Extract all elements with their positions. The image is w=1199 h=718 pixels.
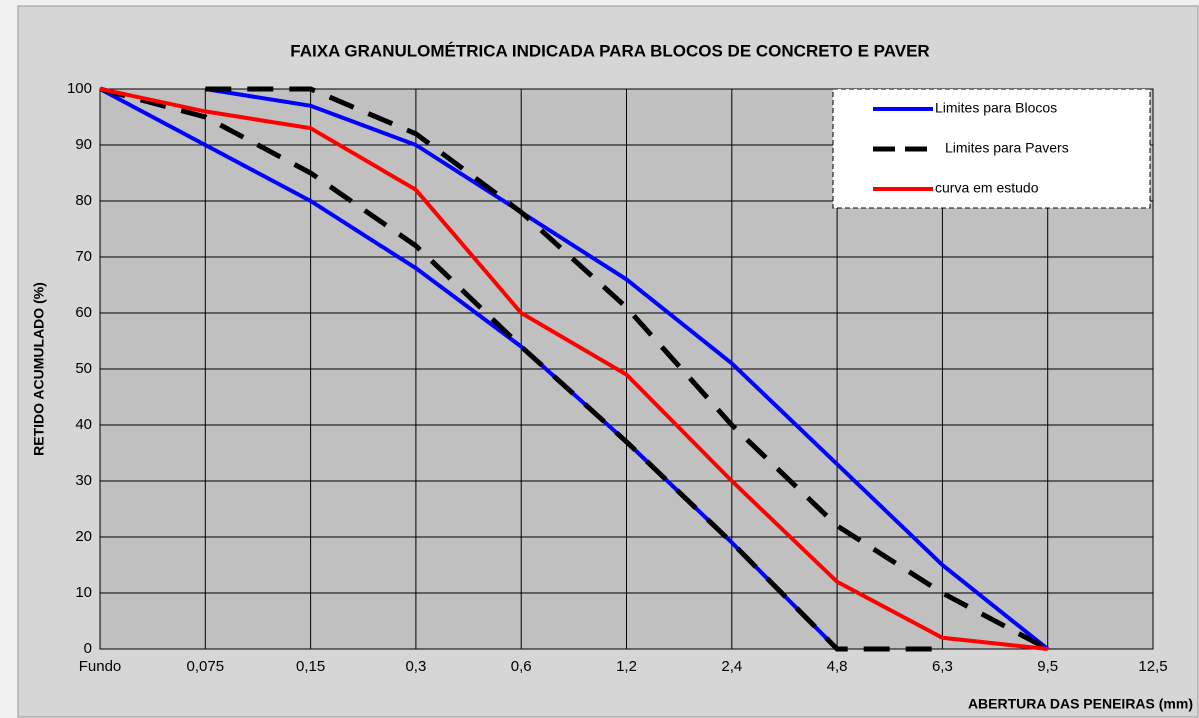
x-tick-label: 6,3 — [932, 658, 953, 675]
series-line — [99, 87, 1048, 651]
y-tick-label: 20 — [75, 528, 92, 545]
x-tick-label: 4,8 — [827, 658, 848, 675]
y-tick-label: 30 — [75, 472, 92, 489]
series-line — [205, 86, 1049, 652]
y-tick-label: 0 — [84, 640, 92, 657]
y-tick-label: 70 — [75, 248, 92, 265]
legend-label: Limites para Blocos — [935, 100, 1057, 116]
x-tick-label: 9,5 — [1037, 658, 1058, 675]
x-tick-label: 0,3 — [405, 658, 426, 675]
x-tick-label: 1,2 — [616, 658, 637, 675]
y-tick-label: 50 — [75, 360, 92, 377]
x-axis-label: ABERTURA DAS PENEIRAS (mm) — [968, 696, 1193, 712]
y-tick-label: 80 — [75, 192, 92, 209]
series-line — [99, 86, 943, 652]
x-tick-label: 2,4 — [721, 658, 742, 675]
y-axis-label: RETIDO ACUMULADO (%) — [31, 282, 47, 456]
series-line — [204, 87, 1049, 651]
x-tick-label: 0,6 — [511, 658, 532, 675]
x-tick-label: Fundo — [79, 658, 122, 675]
chart-title: FAIXA GRANULOMÉTRICA INDICADA PARA BLOCO… — [290, 41, 929, 60]
y-tick-label: 100 — [67, 80, 92, 97]
legend-label: curva em estudo — [935, 180, 1039, 196]
y-tick-label: 10 — [75, 584, 92, 601]
y-tick-label: 60 — [75, 304, 92, 321]
x-tick-label: 0,075 — [187, 658, 225, 675]
x-tick-label: 0,15 — [296, 658, 325, 675]
legend-label: Limites para Pavers — [945, 140, 1069, 156]
y-tick-label: 90 — [75, 136, 92, 153]
y-tick-label: 40 — [75, 416, 92, 433]
x-tick-label: 12,5 — [1138, 658, 1167, 675]
